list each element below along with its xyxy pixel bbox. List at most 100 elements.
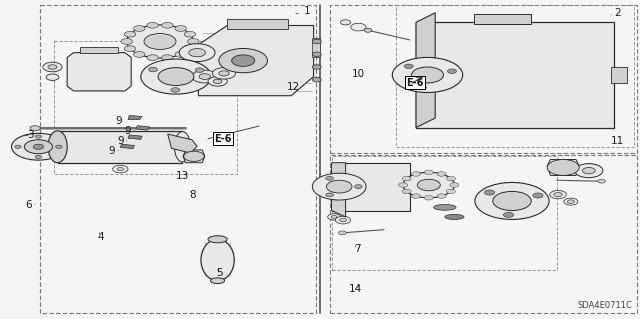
Circle shape	[484, 190, 495, 195]
Circle shape	[437, 194, 446, 198]
Circle shape	[162, 22, 173, 28]
Circle shape	[195, 68, 204, 72]
Bar	[474, 14, 531, 24]
Text: 4: 4	[98, 232, 104, 242]
Polygon shape	[332, 163, 346, 217]
Circle shape	[162, 55, 173, 61]
Circle shape	[335, 216, 351, 224]
Polygon shape	[416, 13, 435, 128]
Circle shape	[175, 26, 186, 31]
Polygon shape	[416, 22, 614, 128]
Circle shape	[219, 71, 229, 76]
Circle shape	[504, 212, 514, 218]
Text: 6: 6	[26, 200, 35, 210]
Circle shape	[355, 185, 362, 189]
Circle shape	[219, 48, 268, 73]
Polygon shape	[128, 115, 142, 120]
Circle shape	[326, 180, 352, 193]
Circle shape	[56, 145, 62, 148]
Circle shape	[189, 48, 205, 57]
Text: 14: 14	[349, 284, 362, 294]
Circle shape	[403, 172, 454, 198]
Circle shape	[412, 194, 420, 198]
Circle shape	[399, 183, 408, 187]
Circle shape	[121, 39, 132, 44]
Circle shape	[404, 64, 413, 69]
Circle shape	[147, 55, 158, 61]
Circle shape	[232, 55, 255, 66]
Circle shape	[46, 74, 59, 80]
Bar	[611, 67, 627, 83]
Circle shape	[332, 216, 337, 219]
Circle shape	[450, 183, 459, 187]
Text: 13: 13	[176, 171, 189, 181]
Circle shape	[134, 52, 145, 57]
Circle shape	[424, 170, 433, 174]
Circle shape	[113, 165, 128, 173]
Circle shape	[12, 133, 65, 160]
Ellipse shape	[201, 239, 234, 281]
Circle shape	[326, 176, 333, 180]
Circle shape	[24, 140, 52, 154]
Circle shape	[171, 88, 180, 92]
Circle shape	[575, 164, 603, 178]
Circle shape	[340, 219, 346, 222]
Polygon shape	[332, 163, 410, 211]
Circle shape	[412, 172, 420, 176]
Polygon shape	[183, 150, 205, 163]
Circle shape	[568, 200, 575, 204]
Circle shape	[447, 69, 456, 73]
Text: 7: 7	[354, 244, 360, 255]
Circle shape	[447, 176, 456, 181]
Circle shape	[48, 65, 57, 69]
Ellipse shape	[211, 278, 225, 284]
Circle shape	[124, 46, 136, 52]
Text: 1: 1	[296, 6, 310, 16]
Circle shape	[179, 44, 215, 62]
Circle shape	[475, 182, 549, 219]
Bar	[80, 47, 118, 53]
Circle shape	[447, 189, 456, 194]
Circle shape	[141, 59, 211, 94]
Polygon shape	[136, 126, 150, 130]
Text: 5: 5	[216, 268, 223, 278]
Text: 11: 11	[611, 136, 624, 146]
Circle shape	[184, 31, 196, 37]
Circle shape	[402, 189, 411, 194]
Ellipse shape	[208, 236, 227, 243]
Circle shape	[43, 62, 62, 72]
Text: 9: 9	[125, 126, 134, 136]
Circle shape	[148, 67, 157, 72]
Circle shape	[30, 126, 40, 131]
Ellipse shape	[48, 131, 67, 163]
Circle shape	[188, 39, 199, 44]
Circle shape	[417, 85, 426, 90]
Circle shape	[437, 172, 446, 176]
Circle shape	[364, 28, 372, 32]
Circle shape	[392, 57, 463, 93]
Circle shape	[412, 67, 444, 83]
Circle shape	[328, 214, 340, 220]
Circle shape	[547, 160, 579, 175]
Polygon shape	[198, 26, 314, 96]
Circle shape	[158, 68, 194, 85]
Polygon shape	[128, 135, 142, 139]
Polygon shape	[547, 160, 579, 175]
Circle shape	[351, 23, 366, 31]
Circle shape	[424, 196, 433, 200]
Circle shape	[312, 52, 321, 56]
Circle shape	[15, 145, 21, 148]
Circle shape	[144, 33, 176, 49]
Circle shape	[184, 46, 196, 52]
Circle shape	[533, 193, 543, 198]
Circle shape	[554, 192, 563, 197]
Circle shape	[208, 77, 227, 86]
Circle shape	[312, 65, 321, 69]
Circle shape	[184, 151, 204, 161]
Circle shape	[340, 20, 351, 25]
Text: 10: 10	[352, 69, 365, 79]
Circle shape	[550, 190, 566, 199]
Circle shape	[312, 39, 321, 44]
Circle shape	[134, 26, 145, 31]
Text: 9: 9	[109, 145, 118, 156]
